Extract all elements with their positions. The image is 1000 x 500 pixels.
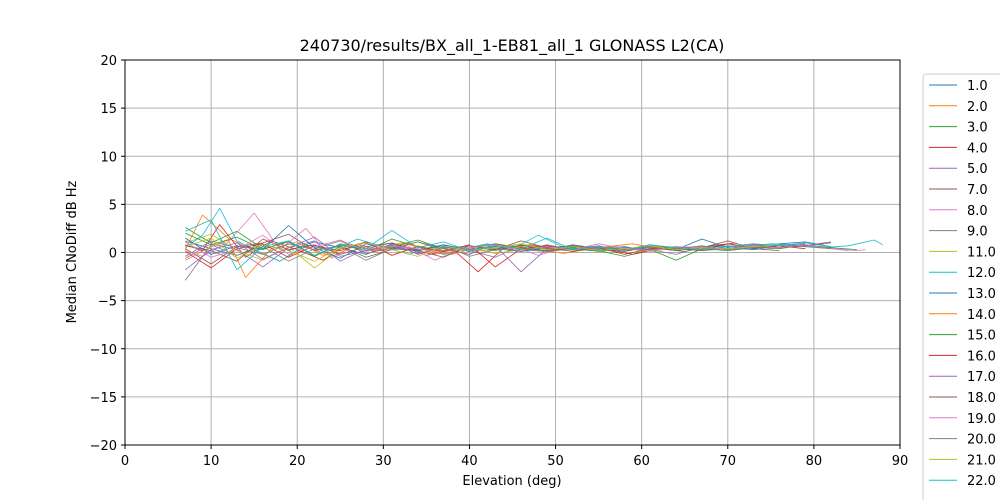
x-tick-label: 20 [289,454,306,469]
y-tick-label: 15 [100,102,117,117]
chart-title: 240730/results/BX_all_1-EB81_all_1 GLONA… [300,36,725,56]
legend-entry: 2.0 [967,100,988,115]
legend-entry: 11.0 [967,245,996,260]
legend-entry: 1.0 [967,79,988,94]
legend-entry: 22.0 [967,474,996,489]
y-axis: −20 −15 −10 −5 0 5 10 15 20 [90,54,125,454]
x-tick-label: 30 [375,454,392,469]
x-tick-label: 80 [806,454,823,469]
legend-entry: 17.0 [967,370,996,385]
legend-entry: 14.0 [967,308,996,323]
y-tick-label: 5 [109,198,117,213]
x-tick-label: 10 [203,454,220,469]
legend-entry: 19.0 [967,412,996,427]
x-axis: 0 10 20 30 40 50 60 70 80 90 [121,445,908,469]
legend-entry: 13.0 [967,287,996,302]
x-tick-label: 70 [720,454,737,469]
legend-entry: 16.0 [967,349,996,364]
series-line-13.0 [185,225,806,259]
y-tick-label: 0 [109,247,117,262]
series-line-20.0 [185,240,832,261]
x-tick-label: 0 [121,454,129,469]
series-line-14.0 [185,239,659,278]
x-tick-label: 40 [461,454,478,469]
series-line-8.0 [185,212,849,261]
x-tick-label: 90 [892,454,909,469]
y-tick-label: −10 [90,343,117,358]
series-line-19.0 [185,234,866,258]
legend-entry: 21.0 [967,453,996,468]
legend-entry: 15.0 [967,329,996,344]
y-tick-label: −5 [98,295,117,310]
legend-entry: 7.0 [967,183,988,198]
legend-entry: 18.0 [967,391,996,406]
legend-entry: 5.0 [967,162,988,177]
y-tick-label: −20 [90,439,117,454]
x-axis-label: Elevation (deg) [462,474,561,489]
series-line-22.0 [185,219,832,271]
legend-entry: 3.0 [967,121,988,136]
legend-entry: 20.0 [967,433,996,448]
y-tick-label: 10 [100,150,117,165]
legend-entry: 8.0 [967,204,988,219]
x-tick-label: 60 [633,454,650,469]
plot-lines [184,207,883,281]
y-axis-label: Median CNoDiff dB Hz [65,180,80,323]
legend-entry: 9.0 [967,225,988,240]
legend: 1.0 2.0 3.0 4.0 5.0 7.0 8.0 9.0 11.0 12.0 13.0 14.0… [922,73,1000,500]
legend-frame [922,73,1000,500]
x-tick-label: 50 [547,454,564,469]
y-tick-label: 20 [100,54,117,69]
y-tick-label: −15 [90,391,117,406]
series-line-21.0 [185,237,780,262]
legend-entry: 12.0 [967,266,996,281]
legend-entry: 4.0 [967,141,988,156]
